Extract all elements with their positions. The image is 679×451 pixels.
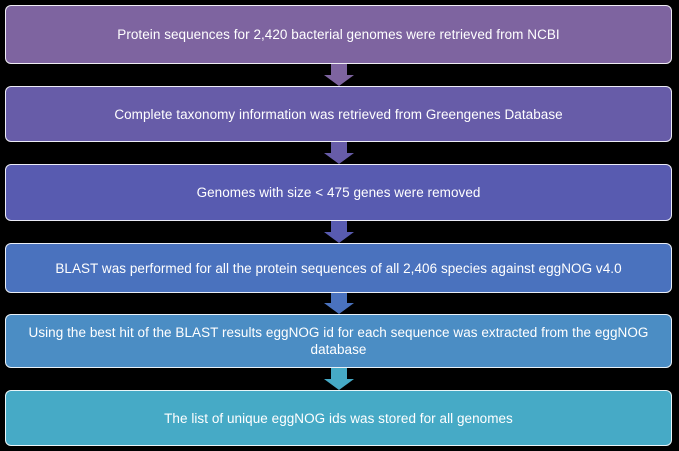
arrow-shaft bbox=[331, 142, 347, 153]
flow-step-5-label: Using the best hit of the BLAST results … bbox=[28, 325, 649, 357]
arrow-shaft bbox=[331, 64, 347, 75]
arrow-shaft bbox=[331, 368, 347, 379]
flow-arrow-4-5 bbox=[324, 293, 354, 314]
flow-step-2: Complete taxonomy information was retrie… bbox=[5, 86, 672, 142]
arrow-head bbox=[324, 303, 354, 314]
arrow-head bbox=[324, 232, 354, 243]
flow-step-2-label: Complete taxonomy information was retrie… bbox=[114, 106, 563, 122]
flow-step-5: Using the best hit of the BLAST results … bbox=[5, 314, 672, 368]
flow-step-6-label: The list of unique eggNOG ids was stored… bbox=[164, 410, 513, 426]
arrow-head bbox=[324, 379, 354, 390]
flow-step-1: Protein sequences for 2,420 bacterial ge… bbox=[5, 5, 672, 64]
flow-step-3: Genomes with size < 475 genes were remov… bbox=[5, 164, 672, 221]
arrow-shaft bbox=[331, 293, 347, 303]
arrow-head bbox=[324, 75, 354, 86]
flow-arrow-2-3 bbox=[324, 142, 354, 164]
flow-arrow-5-6 bbox=[324, 368, 354, 390]
flow-step-4-label: BLAST was performed for all the protein … bbox=[55, 260, 622, 276]
flow-step-6: The list of unique eggNOG ids was stored… bbox=[5, 390, 672, 446]
flow-step-1-label: Protein sequences for 2,420 bacterial ge… bbox=[117, 27, 560, 42]
flow-arrow-3-4 bbox=[324, 221, 354, 243]
arrow-head bbox=[324, 153, 354, 164]
flow-arrow-1-2 bbox=[324, 64, 354, 86]
flow-step-4: BLAST was performed for all the protein … bbox=[5, 243, 672, 293]
arrow-shaft bbox=[331, 221, 347, 232]
flow-step-3-label: Genomes with size < 475 genes were remov… bbox=[196, 185, 481, 200]
